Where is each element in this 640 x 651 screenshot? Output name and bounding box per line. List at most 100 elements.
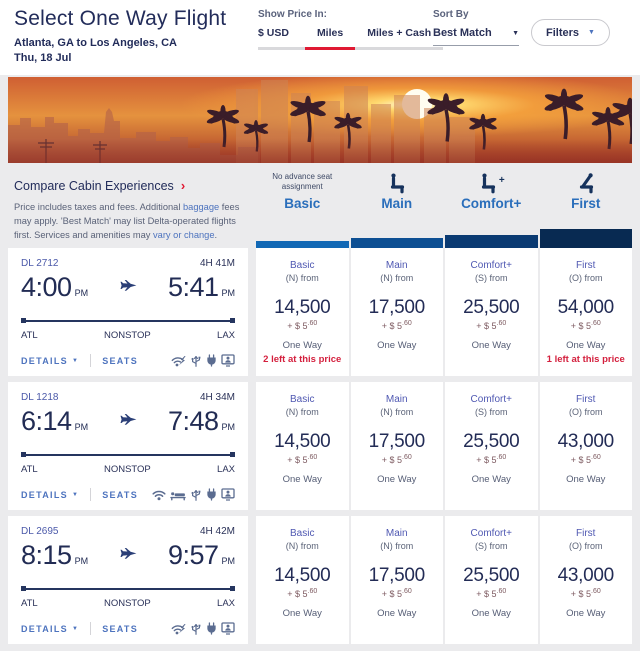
fare-miles-price: 25,500 — [463, 431, 520, 452]
fare-trip-type: One Way — [471, 474, 511, 485]
power-icon — [206, 354, 217, 367]
fare-trip-type: One Way — [566, 340, 606, 351]
disclaimer-link[interactable]: vary or change — [153, 229, 215, 240]
cabin-color-bar — [445, 235, 538, 248]
fare-cell[interactable]: Comfort+ (S) from 25,500 + $ 5.60 One Wa… — [445, 248, 538, 376]
fare-cell[interactable]: First (O) from 43,000 + $ 5.60 One Way — [539, 516, 632, 644]
route-summary: Atlanta, GA to Los Angeles, CA — [14, 37, 177, 49]
sort-select[interactable]: Best Match ▼ — [433, 27, 519, 46]
route-line — [21, 317, 235, 325]
fare-tax-fee: + $ 5.60 — [570, 320, 601, 331]
cabin-color-bar — [539, 229, 632, 248]
fare-cabin-name: Comfort+ — [470, 528, 512, 539]
details-button[interactable]: DETAILS ▼ — [21, 623, 80, 634]
sort-label: Sort By — [433, 9, 469, 20]
amenity-icons — [171, 622, 235, 635]
details-button[interactable]: DETAILS ▼ — [21, 489, 80, 500]
usb-icon — [190, 488, 202, 501]
fare-cells: Basic (N) from 14,500 + $ 5.60 One Way 2… — [256, 248, 632, 376]
fare-trip-type: One Way — [566, 608, 606, 619]
compare-cabins-link[interactable]: Compare Cabin Experiences › — [14, 178, 248, 193]
travel-date: Thu, 18 Jul — [14, 52, 72, 64]
arrival-time: 7:48 PM — [167, 406, 235, 436]
page-title: Select One Way Flight — [14, 7, 227, 30]
fare-cell[interactable]: First (O) from 43,000 + $ 5.60 One Way — [539, 382, 632, 510]
flight-row: DL 2712 4H 41M 4:00 PM 5:41 PM ATL NONSTOP… — [8, 248, 632, 376]
seats-button[interactable]: SEATS — [102, 489, 139, 500]
cabin-name: Main — [381, 196, 413, 211]
fare-tax-fee: + $ 5.60 — [381, 588, 412, 599]
fare-cell[interactable]: Basic (N) from 14,500 + $ 5.60 One Way — [256, 516, 349, 644]
flight-duration: 4H 34M — [199, 392, 235, 403]
fare-class-from: (N) from — [380, 407, 414, 417]
fare-miles-price: 54,000 — [557, 297, 615, 318]
disclaimer-link[interactable]: baggage — [183, 202, 220, 212]
chevron-right-icon: › — [180, 178, 186, 193]
seats-button[interactable]: SEATS — [102, 623, 139, 634]
details-button[interactable]: DETAILS ▼ — [21, 355, 80, 366]
cabin-color-bar — [350, 238, 443, 248]
fare-cell[interactable]: Main (N) from 17,500 + $ 5.60 One Way — [350, 248, 443, 376]
cabin-color-bar — [256, 241, 349, 248]
fare-class-from: (S) from — [475, 407, 508, 417]
price-toggle-tabs: $ USD Miles Miles + Cash — [258, 27, 444, 50]
usb-icon — [190, 354, 202, 367]
flight-info-card: DL 2712 4H 41M 4:00 PM 5:41 PM ATL NONSTOP… — [8, 248, 248, 376]
page-header: Select One Way Flight Atlanta, GA to Los… — [0, 0, 640, 75]
flight-info-card: DL 1218 4H 34M 6:14 PM 7:48 PM ATL NONSTOP… — [8, 382, 248, 510]
flight-duration: 4H 41M — [199, 258, 235, 269]
sort-value: Best Match — [433, 27, 492, 39]
plane-icon — [120, 279, 137, 297]
hero-image — [8, 77, 632, 163]
departure-time: 6:14 PM — [21, 406, 89, 436]
wifi-icon — [152, 489, 166, 501]
flight-info-card: DL 2695 4H 42M 8:15 PM 9:57 PM ATL NONSTOP… — [8, 516, 248, 644]
entertainment-icon — [221, 354, 235, 367]
fare-class-from: (S) from — [475, 273, 508, 283]
streaming-wifi-icon — [171, 355, 186, 367]
fare-cell[interactable]: Main (N) from 17,500 + $ 5.60 One Way — [350, 516, 443, 644]
seats-button[interactable]: SEATS — [102, 355, 139, 366]
divider — [90, 354, 92, 367]
flight-duration: 4H 42M — [199, 526, 235, 537]
entertainment-icon — [221, 622, 235, 635]
cabin-column-header: First — [539, 163, 632, 248]
cabin-name: First — [571, 196, 601, 211]
fare-trip-type: One Way — [282, 608, 322, 619]
fare-cabin-name: Basic — [290, 260, 315, 271]
seat-icon — [387, 170, 407, 194]
fare-cell[interactable]: First (O) from 54,000 + $ 5.60 One Way 1… — [539, 248, 632, 376]
fare-cell[interactable]: Basic (N) from 14,500 + $ 5.60 One Way — [256, 382, 349, 510]
caret-down-icon: ▼ — [71, 357, 80, 364]
filters-button[interactable]: Filters ▼ — [531, 19, 610, 46]
fare-trip-type: One Way — [566, 474, 606, 485]
fare-availability-note: 1 left at this price — [546, 354, 625, 365]
fare-cell[interactable]: Main (N) from 17,500 + $ 5.60 One Way — [350, 382, 443, 510]
fare-class-from: (O) from — [569, 273, 603, 283]
cabin-column-header: No advance seat assignment Basic — [256, 163, 349, 248]
flight-rows: DL 2712 4H 41M 4:00 PM 5:41 PM ATL NONSTOP… — [0, 248, 640, 644]
fare-tax-fee: + $ 5.60 — [476, 588, 507, 599]
arrival-time: 9:57 PM — [167, 540, 235, 570]
fare-class-from: (N) from — [380, 541, 414, 551]
fare-cell[interactable]: Comfort+ (S) from 25,500 + $ 5.60 One Wa… — [445, 516, 538, 644]
price-option-miles[interactable]: Miles — [304, 27, 356, 50]
fare-class-from: (O) from — [569, 407, 603, 417]
price-option-milescash[interactable]: Miles + Cash — [355, 27, 444, 50]
divider — [90, 622, 92, 635]
fare-cell[interactable]: Basic (N) from 14,500 + $ 5.60 One Way 2… — [256, 248, 349, 376]
fare-tax-fee: + $ 5.60 — [287, 588, 318, 599]
fare-trip-type: One Way — [377, 608, 417, 619]
fare-cell[interactable]: Comfort+ (S) from 25,500 + $ 5.60 One Wa… — [445, 382, 538, 510]
fare-cabin-name: Basic — [290, 394, 315, 405]
fare-miles-price: 43,000 — [557, 565, 615, 586]
flight-number: DL 2695 — [21, 526, 59, 537]
fare-cabin-name: Main — [385, 394, 408, 405]
flight-row: DL 1218 4H 34M 6:14 PM 7:48 PM ATL NONSTOP… — [8, 382, 632, 510]
departure-time: 4:00 PM — [21, 272, 89, 302]
filters-label: Filters — [546, 26, 580, 39]
fare-miles-price: 14,500 — [274, 565, 331, 586]
price-option-usd[interactable]: $ USD — [258, 27, 305, 50]
flight-number: DL 1218 — [21, 392, 59, 403]
fare-cabin-name: Main — [385, 260, 408, 271]
